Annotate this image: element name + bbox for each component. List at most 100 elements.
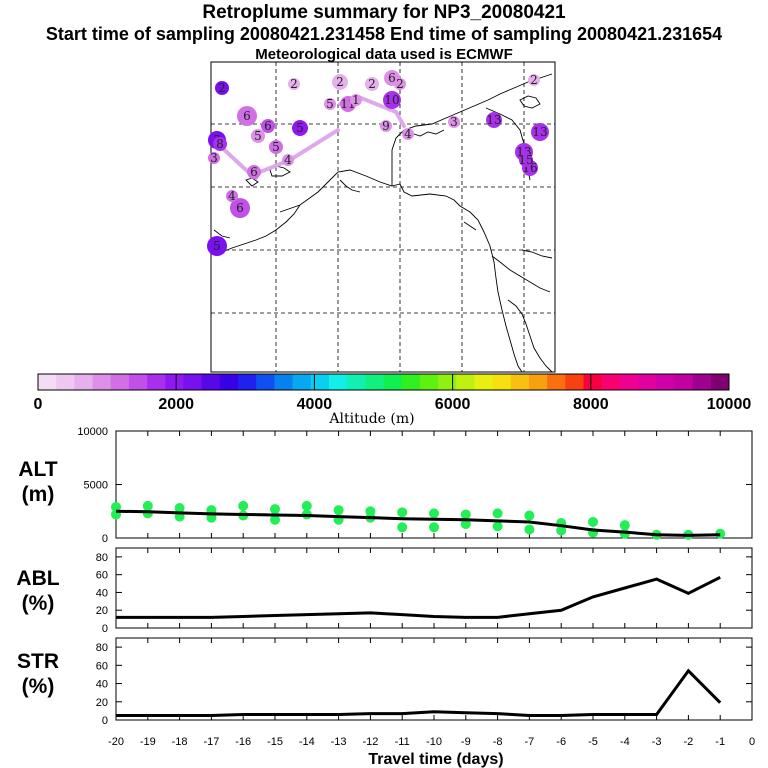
plume-point-label-1: 6 xyxy=(243,109,251,123)
colorbar-swatch-34 xyxy=(656,374,675,390)
colorbar-swatch-10 xyxy=(219,374,239,390)
str-label: STR xyxy=(17,650,59,673)
alt-point-32 xyxy=(619,520,630,531)
colorbar-swatch-23 xyxy=(456,374,475,390)
plume-point-label-22: 15 xyxy=(518,153,533,167)
colorbar-swatch-21 xyxy=(419,374,439,390)
alt-point-10 xyxy=(270,504,280,515)
colorbar-swatch-3 xyxy=(92,374,112,390)
plume-point-26 xyxy=(208,152,220,164)
plume-point-label-6: 2 xyxy=(336,75,344,89)
colorbar-swatch-37 xyxy=(710,374,730,390)
colorbar-swatch-13 xyxy=(274,374,294,390)
colorbar-swatch-18 xyxy=(365,374,384,390)
str-frame xyxy=(115,637,753,721)
x-tick-label-8: -12 xyxy=(362,736,378,748)
alt-label: ALT xyxy=(18,458,57,481)
colorbar-swatch-8 xyxy=(183,374,203,390)
plume-point-7 xyxy=(365,77,379,91)
plume-point-label-31: 5 xyxy=(254,129,262,143)
colorbar-tick-0: 0 xyxy=(34,396,43,413)
plume-point-label-8: 6 xyxy=(388,71,396,85)
colorbar-swatch-2 xyxy=(74,374,94,390)
plume-point-3 xyxy=(207,236,227,256)
alt-point-20 xyxy=(429,508,439,519)
colorbar-swatch-31 xyxy=(601,374,621,390)
abl-ytick-label-0: 0 xyxy=(102,623,108,635)
alt-point-14 xyxy=(333,505,344,516)
alt-panel: 0 5000 10000 xyxy=(77,426,753,545)
colorbar-swatch-29 xyxy=(565,374,585,390)
colorbar-swatch-19 xyxy=(383,374,403,390)
x-tick-label-13: -7 xyxy=(525,736,535,748)
alt-point-25 xyxy=(492,521,503,532)
plume-point-18 xyxy=(531,123,549,141)
x-tick-label-11: -9 xyxy=(461,736,471,748)
alt-median-line xyxy=(115,509,721,537)
abl-ytick-label-1: 20 xyxy=(96,605,108,617)
colorbar-swatch-5 xyxy=(128,374,148,390)
plume-point-4 xyxy=(269,140,283,154)
abl-ytick-label-3: 60 xyxy=(96,570,108,582)
alt-point-12 xyxy=(301,500,312,511)
colorbar-swatch-28 xyxy=(547,374,566,390)
colorbar-swatch-6 xyxy=(147,374,166,390)
alt-point-8 xyxy=(238,500,249,511)
alt-unit: (m) xyxy=(22,483,55,506)
alt-ytick-label-1: 5000 xyxy=(84,480,108,492)
plume-point-30 xyxy=(282,154,294,166)
plume-point-28 xyxy=(226,190,238,202)
plume-point-label-5: 2 xyxy=(290,77,298,91)
str-ytick-label-1: 20 xyxy=(96,697,108,709)
x-tick-label-7: -13 xyxy=(331,736,347,748)
abl-label: ABL xyxy=(16,567,59,590)
abl-ytick-label-2: 40 xyxy=(96,587,108,599)
alt-point-30 xyxy=(588,516,598,527)
colorbar-swatch-36 xyxy=(692,374,712,390)
met-data-source: Meteorological data used is ECMWF xyxy=(255,46,513,63)
colorbar-tick-1: 2000 xyxy=(158,396,194,413)
plume-point-label-29: 6 xyxy=(264,119,272,133)
plume-point-5 xyxy=(288,78,300,90)
colorbar-swatch-1 xyxy=(56,374,75,390)
str-ytick-label-3: 60 xyxy=(96,660,108,672)
plume-point-label-14: 9 xyxy=(382,119,390,133)
plume-point-16 xyxy=(448,116,460,128)
alt-ytick-label-2: 10000 xyxy=(77,426,108,438)
plume-point-23 xyxy=(247,165,261,179)
alt-point-24 xyxy=(492,508,503,519)
alt-point-27 xyxy=(524,524,535,535)
abl-panel: 0 20 40 60 80 xyxy=(96,547,753,635)
colorbar-swatch-24 xyxy=(474,374,494,390)
colorbar-label: Altitude (m) xyxy=(328,411,414,427)
colorbar-tick-5: 10000 xyxy=(707,396,752,413)
colorbar-swatch-12 xyxy=(256,374,275,390)
plume-point-label-3: 5 xyxy=(213,239,221,253)
plume-point-22 xyxy=(519,153,533,167)
chart-title: Retroplume summary for NP3_20080421 xyxy=(202,2,566,23)
plume-point-label-10: 10 xyxy=(384,93,399,107)
x-tick-label-6: -14 xyxy=(299,736,315,748)
plume-point-19 xyxy=(528,74,540,86)
colorbar: 0 2000 4000 6000 8000 10000 xyxy=(34,373,752,413)
alt-point-11 xyxy=(270,514,280,525)
map-panel: 266552226210511194313132131615638354645 xyxy=(207,61,556,373)
plume-point-11 xyxy=(324,98,336,110)
colorbar-border xyxy=(37,373,730,391)
colorbar-swatch-9 xyxy=(201,374,221,390)
plume-point-label-27: 5 xyxy=(296,121,304,135)
alt-point-18 xyxy=(397,507,408,518)
colorbar-swatch-17 xyxy=(347,374,366,390)
colorbar-tick-3: 6000 xyxy=(435,396,471,413)
colorbar-swatch-11 xyxy=(238,374,257,390)
alt-point-23 xyxy=(460,519,471,530)
colorbar-swatch-20 xyxy=(401,374,421,390)
plume-point-label-4: 5 xyxy=(272,140,280,154)
plume-point-27 xyxy=(292,120,308,136)
colorbar-swatch-15 xyxy=(310,374,330,390)
colorbar-swatch-27 xyxy=(528,374,548,390)
alt-point-29 xyxy=(556,525,567,536)
x-tick-label-3: -17 xyxy=(203,736,219,748)
plume-point-9 xyxy=(394,78,406,90)
plume-point-25 xyxy=(213,137,227,151)
